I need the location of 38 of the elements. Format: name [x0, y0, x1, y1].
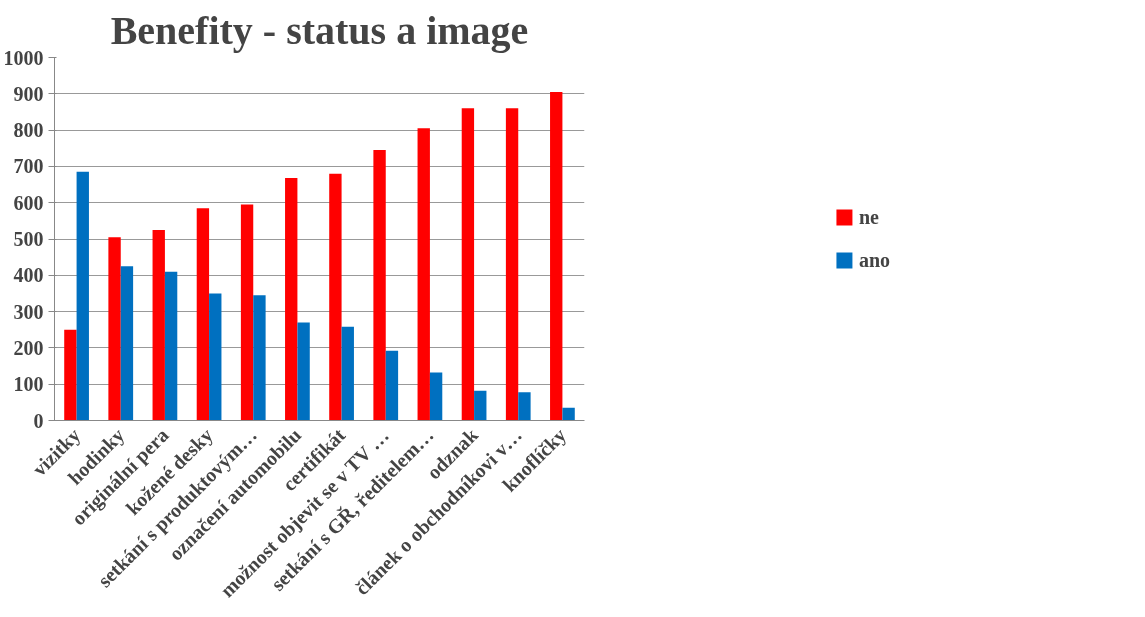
bar	[152, 229, 165, 421]
bar	[562, 407, 575, 421]
bar	[120, 266, 134, 421]
y-tick-label: 1000	[3, 46, 44, 69]
y-tick-label: 800	[13, 119, 44, 142]
bar	[164, 271, 178, 421]
y-tick-label: 200	[13, 336, 44, 359]
legend-label: ne	[858, 205, 879, 229]
y-tick-label: 400	[13, 264, 44, 287]
bar	[429, 372, 443, 421]
bar	[297, 322, 310, 421]
bar	[76, 171, 89, 421]
bar	[474, 390, 487, 421]
bar	[341, 326, 354, 421]
bar	[505, 108, 519, 421]
bar	[373, 150, 386, 421]
bar	[209, 293, 222, 421]
bar	[518, 392, 531, 421]
bar	[240, 204, 254, 421]
chart-title: Benefity - status a image	[110, 7, 529, 53]
y-tick-label: 900	[13, 82, 44, 105]
bar	[329, 173, 342, 421]
bar	[285, 178, 298, 421]
bar	[196, 208, 210, 421]
bar	[461, 108, 475, 421]
y-tick-label: 300	[13, 300, 44, 323]
bar	[108, 237, 121, 421]
y-tick-label: 100	[13, 373, 44, 396]
bar	[64, 329, 77, 421]
y-tick-label: 0	[33, 409, 44, 432]
bar	[385, 350, 399, 421]
bar	[417, 128, 430, 421]
y-tick-label: 500	[13, 228, 44, 250]
bar	[550, 91, 563, 421]
bar	[253, 295, 266, 421]
y-tick-label: 700	[13, 155, 44, 178]
legend-label: ano	[858, 248, 891, 272]
y-tick-label: 600	[13, 191, 44, 214]
